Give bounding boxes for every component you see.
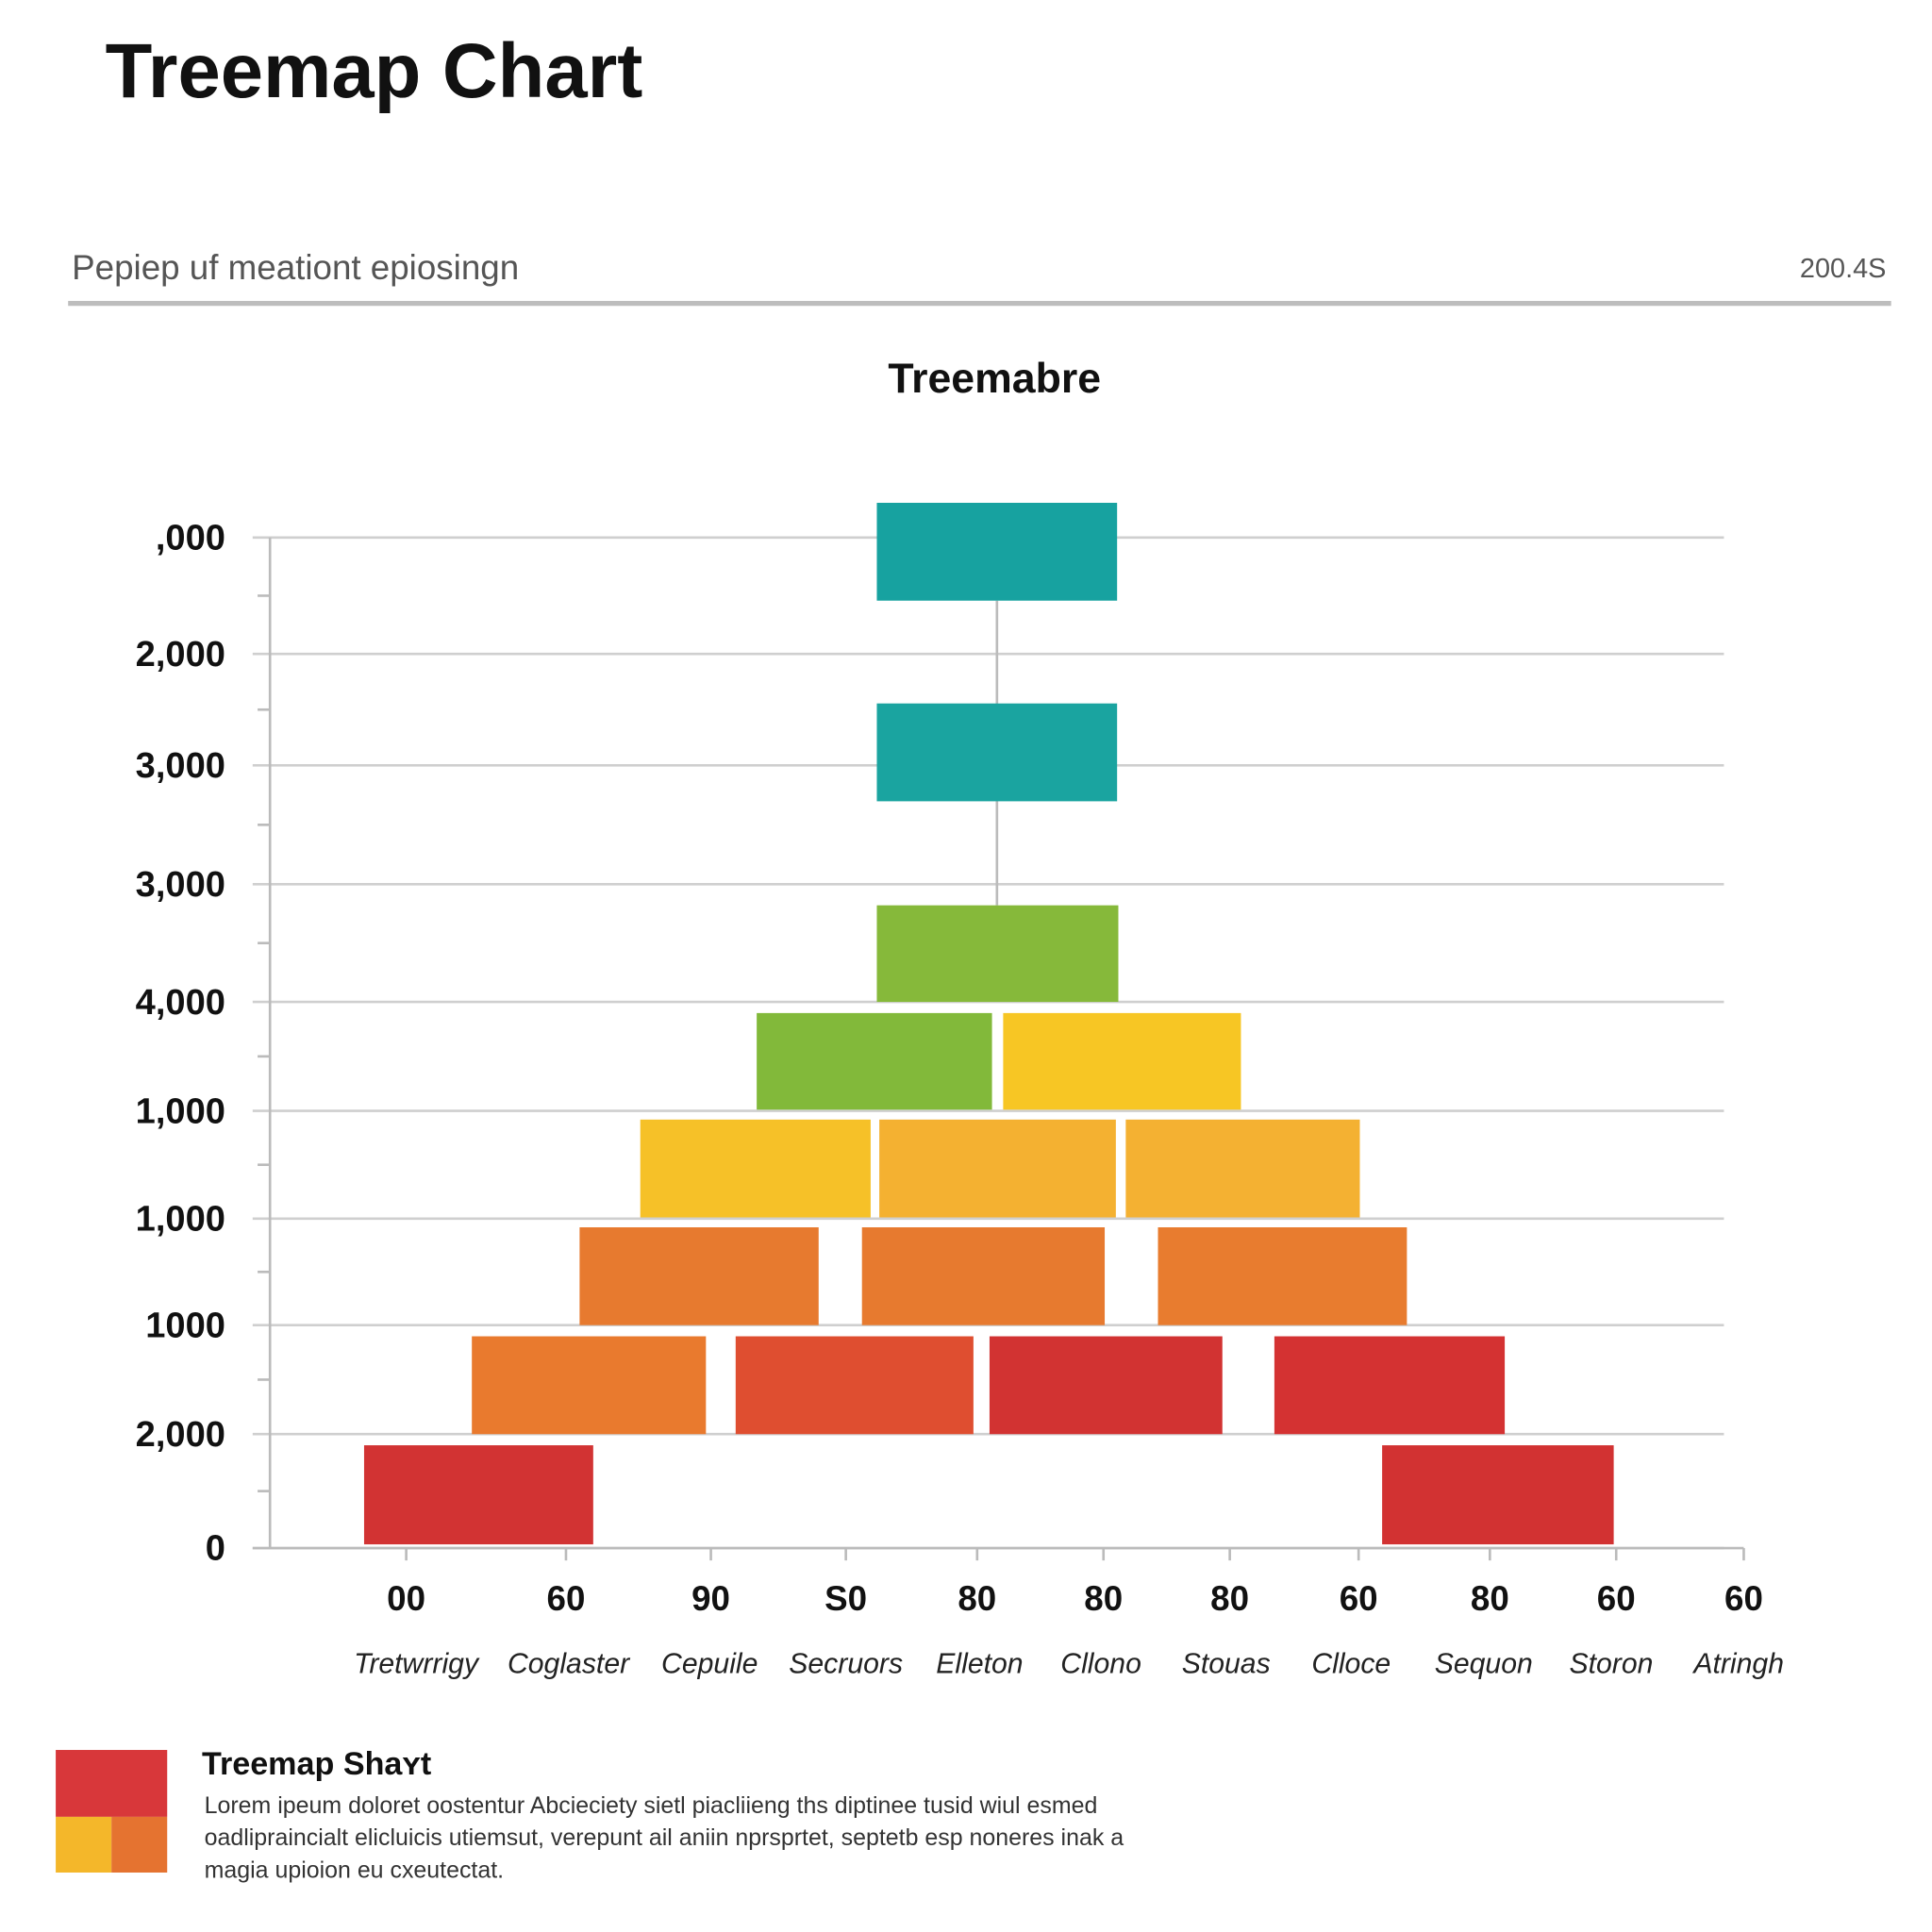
block: [472, 1336, 707, 1435]
x-name: Elleton: [936, 1649, 1023, 1680]
x-name: Sequon: [1435, 1649, 1533, 1680]
page-title: Treemap Chart: [106, 28, 643, 114]
block: [1382, 1445, 1614, 1545]
block: [879, 1119, 1116, 1218]
x-name: Storon: [1570, 1649, 1654, 1680]
subtitle: Pepiep uf meationt epiosingn: [72, 248, 519, 287]
x-name: Clloce: [1311, 1649, 1391, 1680]
x-name: Stouas: [1182, 1649, 1271, 1680]
y-label: 0: [206, 1529, 225, 1569]
block: [876, 503, 1118, 601]
block: [876, 905, 1119, 1003]
block: [735, 1336, 974, 1435]
x-label: 80: [1084, 1579, 1123, 1618]
block: [1003, 1012, 1241, 1110]
footer-title: Treemap Shaʏt: [202, 1746, 431, 1782]
y-label: 2,000: [136, 1415, 225, 1455]
block: [1125, 1119, 1360, 1218]
x-name: Tretwrrigy: [354, 1649, 480, 1680]
block: [989, 1336, 1223, 1435]
x-label: 00: [387, 1579, 425, 1618]
x-label: 60: [1340, 1579, 1378, 1618]
x-label: 80: [958, 1579, 996, 1618]
y-label: 2,000: [136, 635, 225, 675]
footer-text: Lorem ipeum doloret oostentur Abcieciety…: [205, 1792, 1124, 1883]
y-label: 3,000: [136, 865, 225, 905]
icon-part: [56, 1750, 168, 1817]
x-name: Coglaster: [508, 1649, 631, 1680]
icon-part: [111, 1816, 168, 1873]
x-name: Atringh: [1691, 1649, 1784, 1680]
block: [1274, 1336, 1506, 1435]
icon-part: [56, 1816, 112, 1873]
footer-line: magia upioion eu cxeutectat.: [205, 1857, 504, 1883]
y-label: 1000: [145, 1306, 225, 1345]
y-label: 3,000: [136, 746, 225, 786]
x-name: Cllono: [1060, 1649, 1141, 1680]
x-label: 80: [1210, 1579, 1249, 1618]
x-label: 60: [1597, 1579, 1636, 1618]
block: [861, 1227, 1106, 1325]
y-label: 1,000: [136, 1091, 225, 1131]
x-label: S0: [824, 1579, 867, 1618]
x-label: 60: [547, 1579, 586, 1618]
block: [1158, 1227, 1407, 1325]
x-label: 90: [691, 1579, 730, 1618]
footer-line: Lorem ipeum doloret oostentur Abcieciety…: [205, 1792, 1098, 1819]
x-name: Cepuile: [661, 1649, 758, 1680]
block: [640, 1119, 871, 1218]
x-label: 80: [1471, 1579, 1509, 1618]
y-label: ,000: [156, 518, 225, 558]
footer-icon: [56, 1750, 168, 1873]
y-label: 1,000: [136, 1200, 225, 1240]
footer-line: oadlipraincialt elicluicis utiemsut, ver…: [205, 1824, 1124, 1851]
block: [757, 1012, 992, 1110]
chart-title: Treemabre: [888, 356, 1101, 402]
y-label: 4,000: [136, 983, 225, 1023]
blocks: [363, 503, 1614, 1545]
x-name: Secruors: [789, 1649, 903, 1680]
meta: 200.4S: [1800, 254, 1887, 284]
block: [363, 1445, 593, 1545]
block: [579, 1227, 819, 1325]
block: [876, 703, 1118, 802]
x-label: 60: [1724, 1579, 1763, 1618]
